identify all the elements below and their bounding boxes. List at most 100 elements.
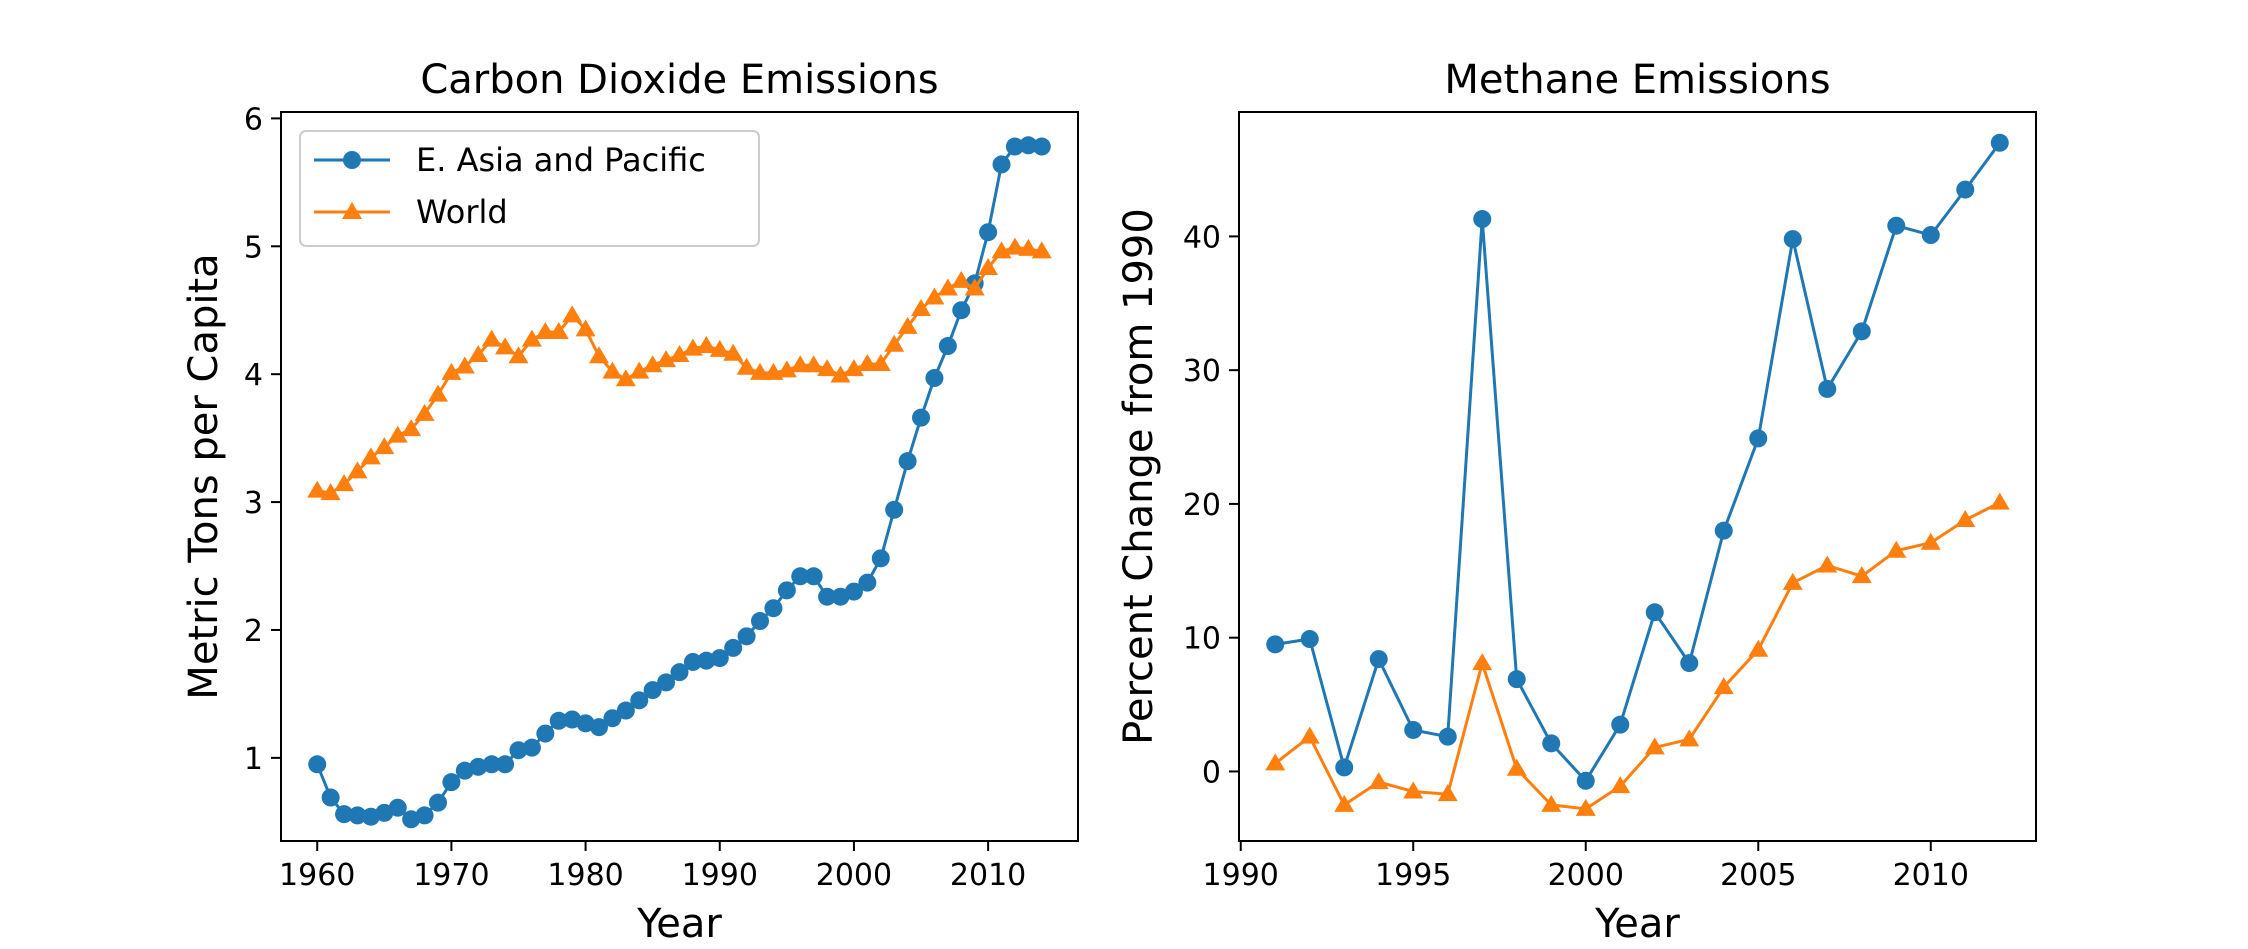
methane-point-e-asia-and-pacific xyxy=(1645,603,1664,622)
co2-point-world xyxy=(656,350,677,368)
methane-y-tick-label: 20 xyxy=(1183,488,1221,523)
methane-line-world xyxy=(1274,501,2001,811)
co2-x-tick-label: 1970 xyxy=(413,858,489,893)
co2-point-world xyxy=(307,480,328,498)
co2-point-world xyxy=(870,353,891,371)
methane-x-tick-label: 2000 xyxy=(1548,858,1624,893)
methane-point-e-asia-and-pacific xyxy=(1507,670,1526,689)
co2-point-world xyxy=(736,357,757,375)
co2-point-e-asia-and-pacific xyxy=(442,773,461,792)
methane-y-tick-label: 0 xyxy=(1202,755,1221,790)
co2-point-e-asia-and-pacific xyxy=(898,452,917,471)
co2-point-e-asia-and-pacific xyxy=(1019,136,1038,155)
co2-point-e-asia-and-pacific xyxy=(912,408,931,427)
co2-point-e-asia-and-pacific xyxy=(428,793,447,812)
co2-point-world xyxy=(964,278,985,296)
co2-point-e-asia-and-pacific xyxy=(925,369,944,388)
co2-point-world xyxy=(817,359,838,377)
co2-point-e-asia-and-pacific xyxy=(496,755,515,774)
methane-point-world xyxy=(1955,509,1976,527)
co2-point-world xyxy=(334,474,355,492)
co2-point-world xyxy=(535,321,556,339)
legend-box xyxy=(299,130,760,247)
co2-point-e-asia-and-pacific xyxy=(308,755,327,774)
co2-point-e-asia-and-pacific xyxy=(777,581,796,600)
methane-point-world xyxy=(1403,781,1424,799)
co2-point-e-asia-and-pacific xyxy=(804,567,823,586)
methane-point-e-asia-and-pacific xyxy=(1300,630,1319,649)
legend-label-world: World xyxy=(416,193,508,231)
co2-point-world xyxy=(669,345,690,362)
methane-point-world xyxy=(1334,794,1355,812)
co2-point-world xyxy=(401,419,422,437)
co2-point-world xyxy=(320,483,341,501)
co2-point-world xyxy=(911,298,932,316)
methane-point-e-asia-and-pacific xyxy=(1473,210,1492,229)
methane-x-ticks: 1990 1995 2000 2005 2010 xyxy=(1203,841,1969,893)
methane-point-e-asia-and-pacific xyxy=(1887,216,1906,235)
co2-point-e-asia-and-pacific xyxy=(952,301,971,320)
legend-label-east-asia: E. Asia and Pacific xyxy=(416,141,706,179)
methane-point-e-asia-and-pacific xyxy=(1852,322,1871,341)
co2-x-tick-label: 2010 xyxy=(950,858,1026,893)
co2-point-world xyxy=(884,334,905,352)
co2-point-e-asia-and-pacific xyxy=(737,627,756,646)
co2-point-world xyxy=(709,339,730,357)
methane-y-axis-label: Percent Change from 1990 xyxy=(1116,208,1162,745)
co2-point-e-asia-and-pacific xyxy=(630,691,649,710)
co2-y-tick-label: 3 xyxy=(244,486,263,521)
methane-point-world xyxy=(1506,758,1527,776)
co2-point-world xyxy=(897,316,918,334)
co2-point-e-asia-and-pacific xyxy=(858,573,877,592)
methane-x-tick-label: 2010 xyxy=(1893,858,1969,893)
co2-point-world xyxy=(937,278,958,296)
co2-point-world xyxy=(441,362,462,380)
co2-point-e-asia-and-pacific xyxy=(603,709,622,728)
methane-point-e-asia-and-pacific xyxy=(1714,521,1733,540)
methane-point-world xyxy=(1575,798,1596,816)
methane-point-e-asia-and-pacific xyxy=(1542,734,1561,753)
co2-point-world xyxy=(978,258,999,276)
co2-y-axis-label: Metric Tons per Capita xyxy=(181,253,227,699)
co2-point-world xyxy=(481,329,502,347)
methane-chart: Methane Emissions Year Percent Change fr… xyxy=(1116,57,2037,947)
co2-point-e-asia-and-pacific xyxy=(1005,137,1024,156)
methane-point-world xyxy=(1472,653,1493,671)
co2-point-e-asia-and-pacific xyxy=(979,223,998,242)
co2-y-tick-label: 5 xyxy=(244,230,263,265)
co2-chart: Carbon Dioxide Emissions Year Metric Ton… xyxy=(181,57,1079,947)
co2-point-world xyxy=(454,356,475,374)
methane-x-tick-label: 2005 xyxy=(1720,858,1796,893)
co2-point-world xyxy=(521,329,542,347)
methane-y-tick-label: 40 xyxy=(1183,220,1221,255)
co2-point-world xyxy=(830,365,851,383)
co2-point-e-asia-and-pacific xyxy=(818,587,837,606)
co2-point-e-asia-and-pacific xyxy=(1032,137,1051,156)
co2-point-e-asia-and-pacific xyxy=(751,612,770,631)
co2-point-world xyxy=(615,369,636,387)
co2-point-world xyxy=(723,343,744,361)
co2-point-e-asia-and-pacific xyxy=(335,805,354,824)
co2-point-e-asia-and-pacific xyxy=(643,681,662,700)
co2-point-e-asia-and-pacific xyxy=(482,755,501,774)
co2-y-tick-label: 6 xyxy=(244,102,263,137)
co2-x-tick-label: 1980 xyxy=(547,858,623,893)
co2-x-tick-label: 2000 xyxy=(816,858,892,893)
co2-point-world xyxy=(642,355,663,373)
methane-point-e-asia-and-pacific xyxy=(1818,379,1837,398)
co2-point-world xyxy=(843,359,864,377)
co2-point-e-asia-and-pacific xyxy=(536,724,555,743)
co2-point-world xyxy=(427,384,448,402)
co2-chart-title: Carbon Dioxide Emissions xyxy=(420,57,938,103)
co2-point-world xyxy=(414,403,435,421)
co2-point-world xyxy=(495,337,516,355)
co2-point-e-asia-and-pacific xyxy=(616,701,635,720)
co2-point-e-asia-and-pacific xyxy=(415,806,434,825)
co2-point-world xyxy=(347,461,368,479)
co2-series-group xyxy=(307,136,1052,829)
co2-y-tick-label: 4 xyxy=(244,358,263,393)
co2-y-tick-label: 1 xyxy=(244,742,263,777)
methane-point-e-asia-and-pacific xyxy=(1369,650,1388,669)
methane-point-world xyxy=(1437,784,1458,802)
